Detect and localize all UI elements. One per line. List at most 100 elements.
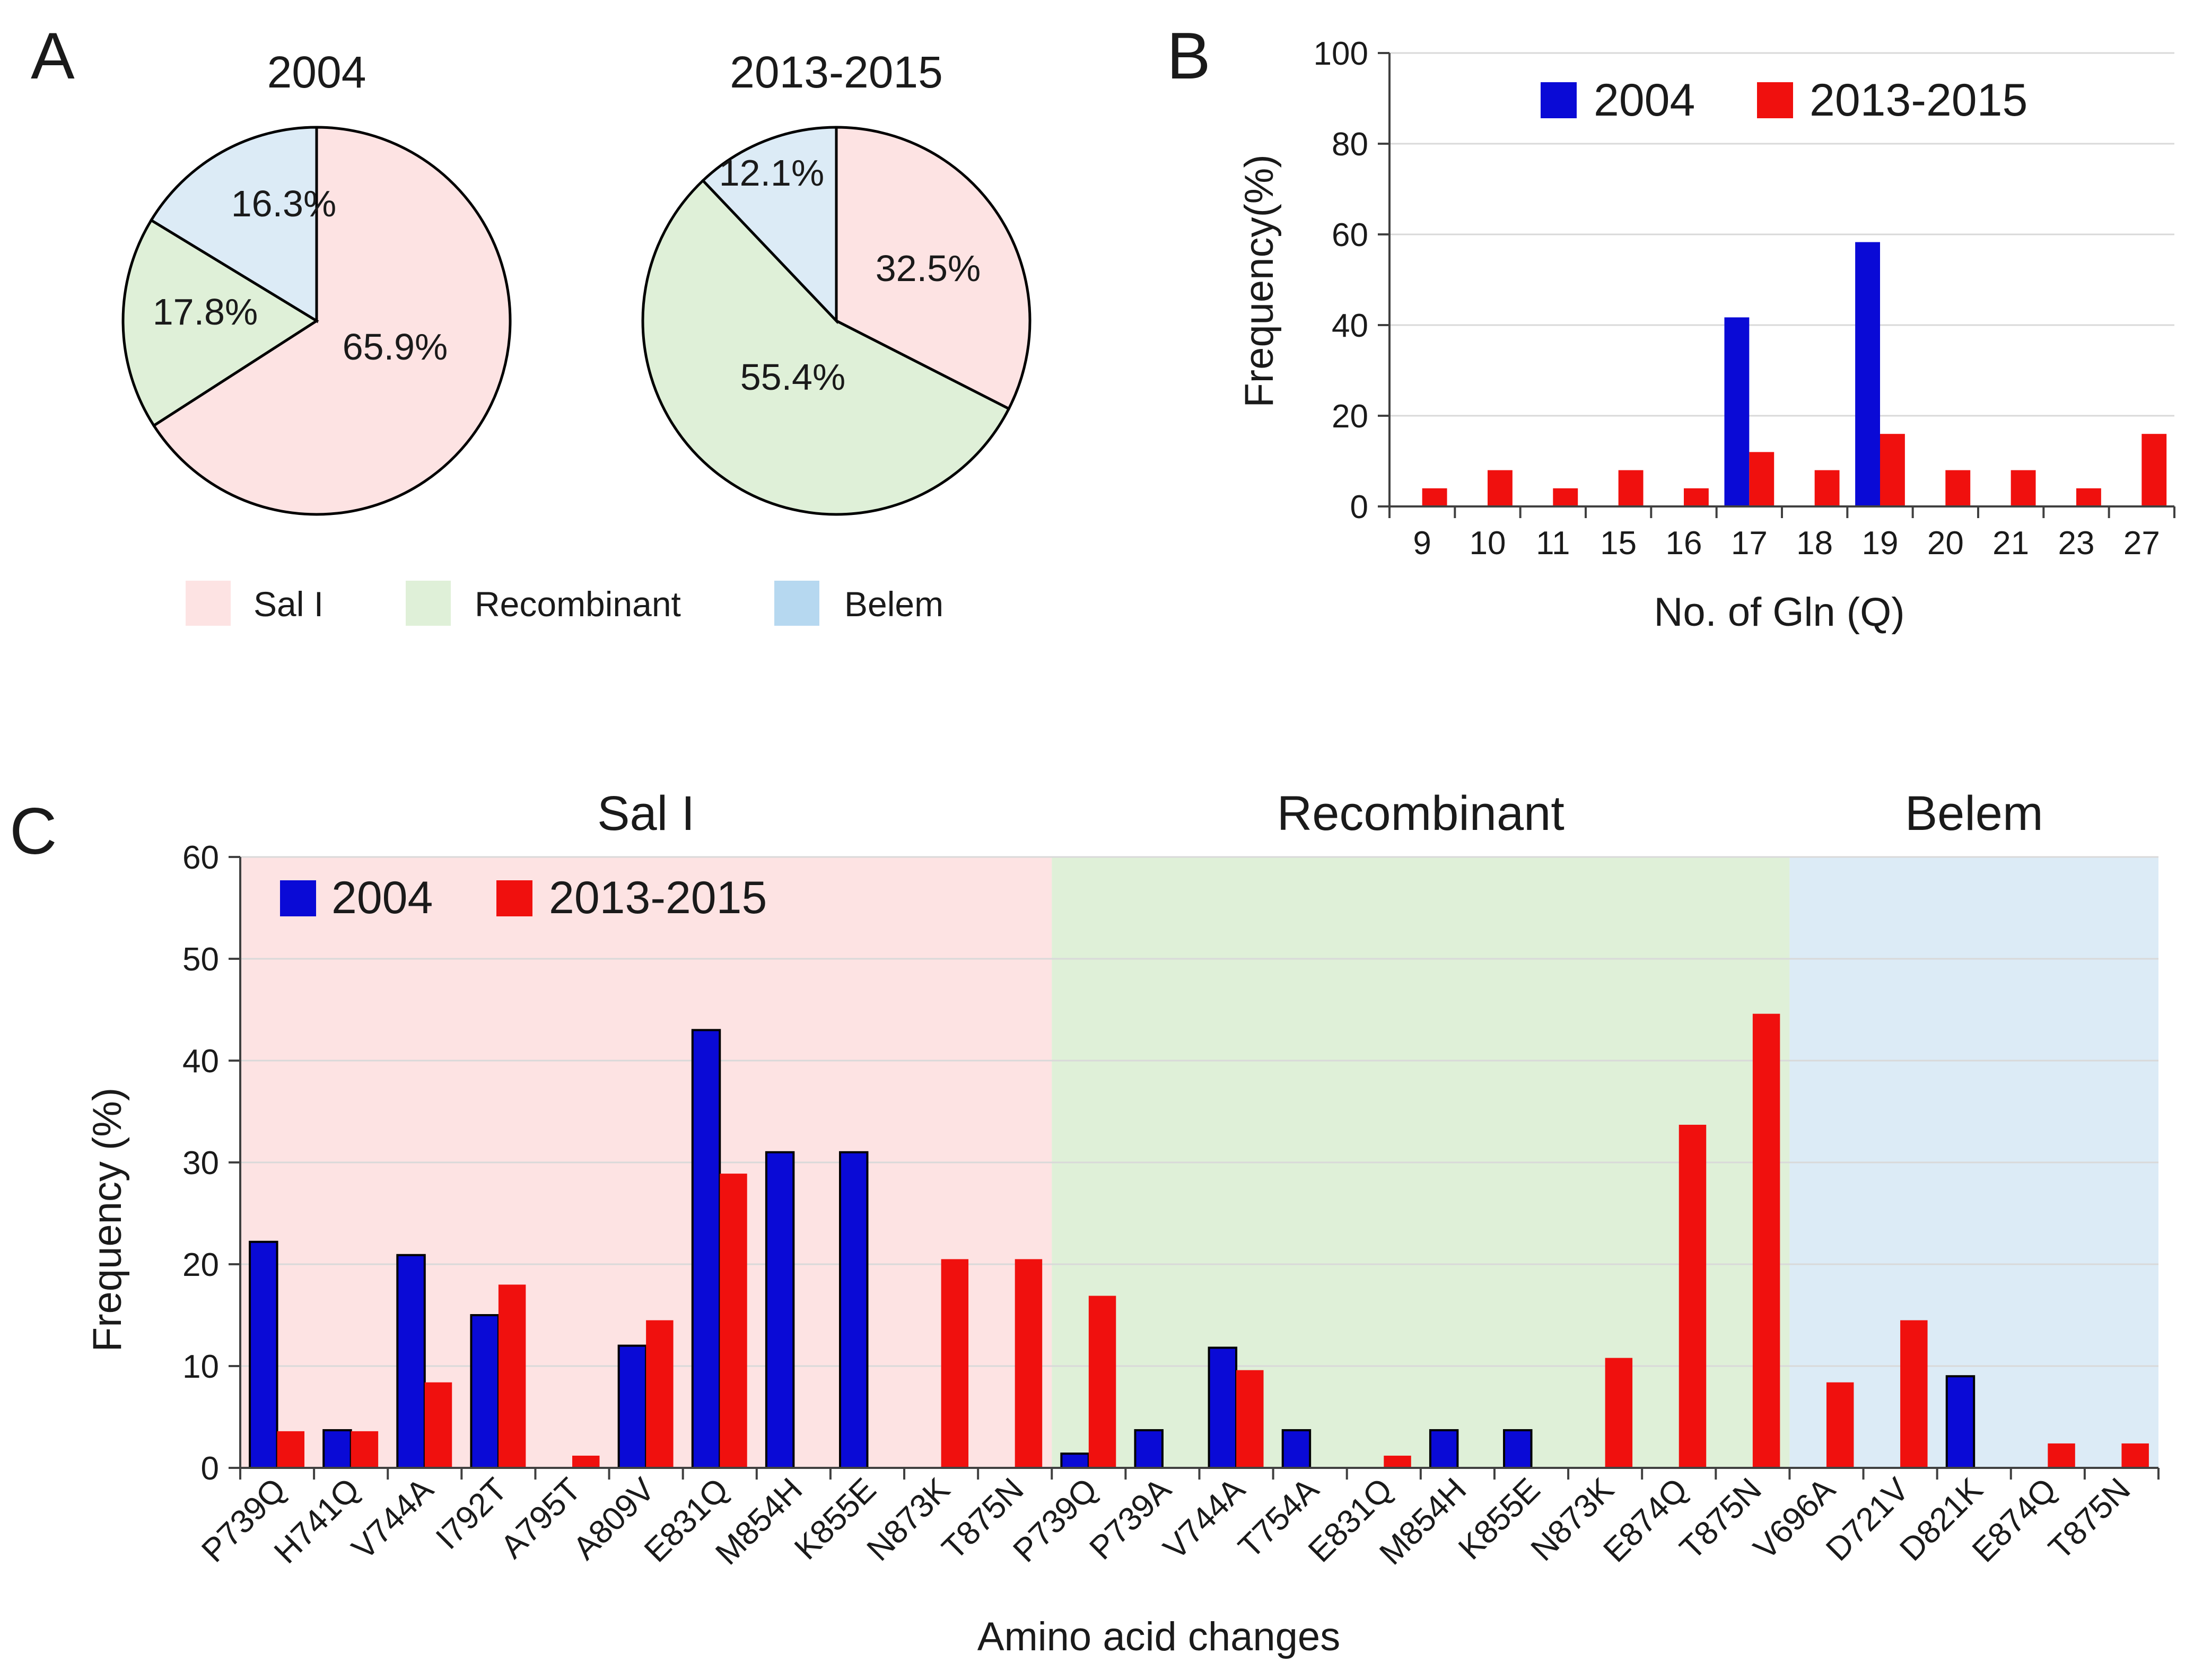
panel-label-b: B — [1167, 20, 1211, 93]
x-tick-label: A795T — [494, 1471, 588, 1565]
b-legend-swatch-2013-2015 — [1757, 82, 1793, 118]
y-tick-label: 10 — [182, 1349, 219, 1385]
bar-2004-p739q — [249, 1240, 278, 1469]
c-legend-swatch-2004 — [280, 880, 316, 916]
bar-2013-2015-18 — [1814, 470, 1840, 506]
y-tick-label: 30 — [182, 1145, 219, 1182]
pie-title-2013-2015: 2013-2015 — [730, 47, 943, 97]
bar-2004-a809v — [617, 1344, 648, 1469]
x-tick-label: 17 — [1731, 525, 1768, 562]
bar-2013-2015-t875n — [1015, 1259, 1043, 1468]
y-tick-label: 20 — [182, 1247, 219, 1283]
y-tick-label: 0 — [1350, 489, 1368, 526]
y-tick-label: 20 — [1332, 398, 1368, 435]
pie-slice-label-belem: 16.3% — [231, 183, 336, 224]
bar-2013-2015-15 — [1618, 470, 1644, 506]
bar-2004-17 — [1724, 317, 1750, 506]
pie-slice-sal-i — [152, 126, 512, 516]
y-tick-label: 60 — [1332, 217, 1368, 253]
pie-slice-label-belem: 12.1% — [719, 152, 824, 194]
bar-2004-m854h — [765, 1151, 795, 1469]
x-tick-label: V744A — [1157, 1471, 1253, 1567]
bar-2013-2015-v696a — [1826, 1382, 1854, 1468]
x-tick-label: 20 — [1927, 525, 1964, 562]
legend-swatch-sal-i — [186, 581, 231, 626]
bar-2013-2015-n873k — [941, 1259, 969, 1468]
legend-label-recombinant: Recombinant — [475, 584, 681, 624]
bar-2004-h741q — [322, 1429, 352, 1469]
bar-2013-2015-27 — [2141, 434, 2167, 506]
pie-slice-label-sal-i: 32.5% — [876, 248, 981, 289]
bar-2004-m854h — [1429, 1429, 1459, 1469]
x-tick-label: E874Q — [1596, 1471, 1694, 1569]
pie-slice-recombinant — [121, 218, 319, 427]
bar-2013-2015-a809v — [646, 1320, 674, 1468]
bar-2013-2015-e874q — [2048, 1443, 2075, 1468]
x-tick-label: 23 — [2058, 525, 2095, 562]
bar-2013-2015-i792t — [498, 1284, 526, 1468]
group-title-recombinant: Recombinant — [1277, 786, 1564, 841]
legend-label-sal-i: Sal I — [254, 584, 324, 624]
pie-slice-recombinant — [641, 178, 1011, 516]
b-y-axis-title: Frequency(%) — [1237, 154, 1282, 407]
bar-2013-2015-e831q — [720, 1174, 747, 1468]
bar-2013-2015-e874q — [1679, 1124, 1707, 1468]
pie-slice-sal-i — [835, 126, 1032, 411]
x-tick-label: 16 — [1666, 525, 1702, 562]
y-tick-label: 80 — [1332, 126, 1368, 163]
bar-2013-2015-10 — [1488, 470, 1513, 506]
bar-2013-2015-9 — [1422, 488, 1447, 506]
bar-2004-d821k — [1945, 1375, 1976, 1469]
bar-2013-2015-a795t — [572, 1455, 600, 1468]
bar-2004-19 — [1855, 242, 1880, 506]
y-tick-label: 0 — [201, 1450, 219, 1487]
y-tick-label: 40 — [182, 1043, 219, 1080]
pie-chart-2004: 2004 65.9% 17.8% 16.3% — [121, 47, 512, 516]
x-tick-label: P739A — [1082, 1471, 1178, 1567]
b-legend: 2004 2013-2015 — [1541, 75, 2027, 126]
legend-swatch-belem — [774, 581, 819, 626]
pie-slice-belem — [149, 126, 318, 323]
bar-2013-2015-v744a — [424, 1382, 452, 1468]
x-tick-label: V744A — [345, 1471, 441, 1567]
pie-slice-belem — [701, 126, 838, 325]
bar-2013-2015-19 — [1880, 434, 1905, 506]
y-tick-label: 50 — [182, 941, 219, 978]
bar-2004-i792t — [470, 1314, 500, 1469]
bar-2013-2015-21 — [2011, 470, 2036, 506]
bar-2004-v744a — [396, 1254, 426, 1469]
bar-2004-p739q — [1060, 1452, 1090, 1469]
legend-swatch-recombinant — [406, 581, 451, 626]
x-tick-label: T875N — [1673, 1471, 1768, 1567]
c-legend-label-2013-2015: 2013-2015 — [549, 872, 767, 923]
x-tick-label: 18 — [1796, 525, 1833, 562]
bar-2004-t754a — [1281, 1429, 1312, 1469]
b-legend-label-2013-2015: 2013-2015 — [1810, 75, 2027, 126]
x-tick-label: 10 — [1470, 525, 1506, 562]
bar-2013-2015-v744a — [1236, 1370, 1264, 1468]
group-title-belem: Belem — [1905, 786, 2043, 841]
c-legend-swatch-2013-2015 — [496, 880, 532, 916]
b-x-axis-title: No. of Gln (Q) — [1654, 590, 1905, 635]
y-tick-label: 60 — [182, 839, 219, 876]
bar-2004-v744a — [1208, 1346, 1238, 1469]
x-tick-label: 27 — [2123, 525, 2160, 562]
x-tick-label: K855E — [1452, 1471, 1547, 1567]
bar-2004-e831q — [691, 1029, 721, 1469]
bar-2013-2015-t875n — [2121, 1443, 2149, 1468]
y-tick-label: 100 — [1314, 36, 1368, 72]
x-tick-label: N873K — [860, 1471, 957, 1568]
c-y-axis-title: Frequency (%) — [85, 1088, 130, 1352]
bar-2013-2015-11 — [1553, 488, 1578, 506]
x-tick-label: 21 — [1992, 525, 2029, 562]
bar-2004-k855e — [839, 1151, 869, 1469]
x-tick-label: T875N — [2042, 1471, 2137, 1567]
x-tick-label: 11 — [1536, 525, 1570, 562]
pie-slice-label-sal-i: 65.9% — [343, 326, 448, 368]
x-tick-label: H741Q — [267, 1471, 367, 1571]
b-legend-label-2004: 2004 — [1594, 75, 1695, 126]
bar-2004-k855e — [1503, 1429, 1533, 1469]
panel-label-c: C — [10, 795, 57, 868]
x-tick-label: 9 — [1413, 525, 1431, 562]
